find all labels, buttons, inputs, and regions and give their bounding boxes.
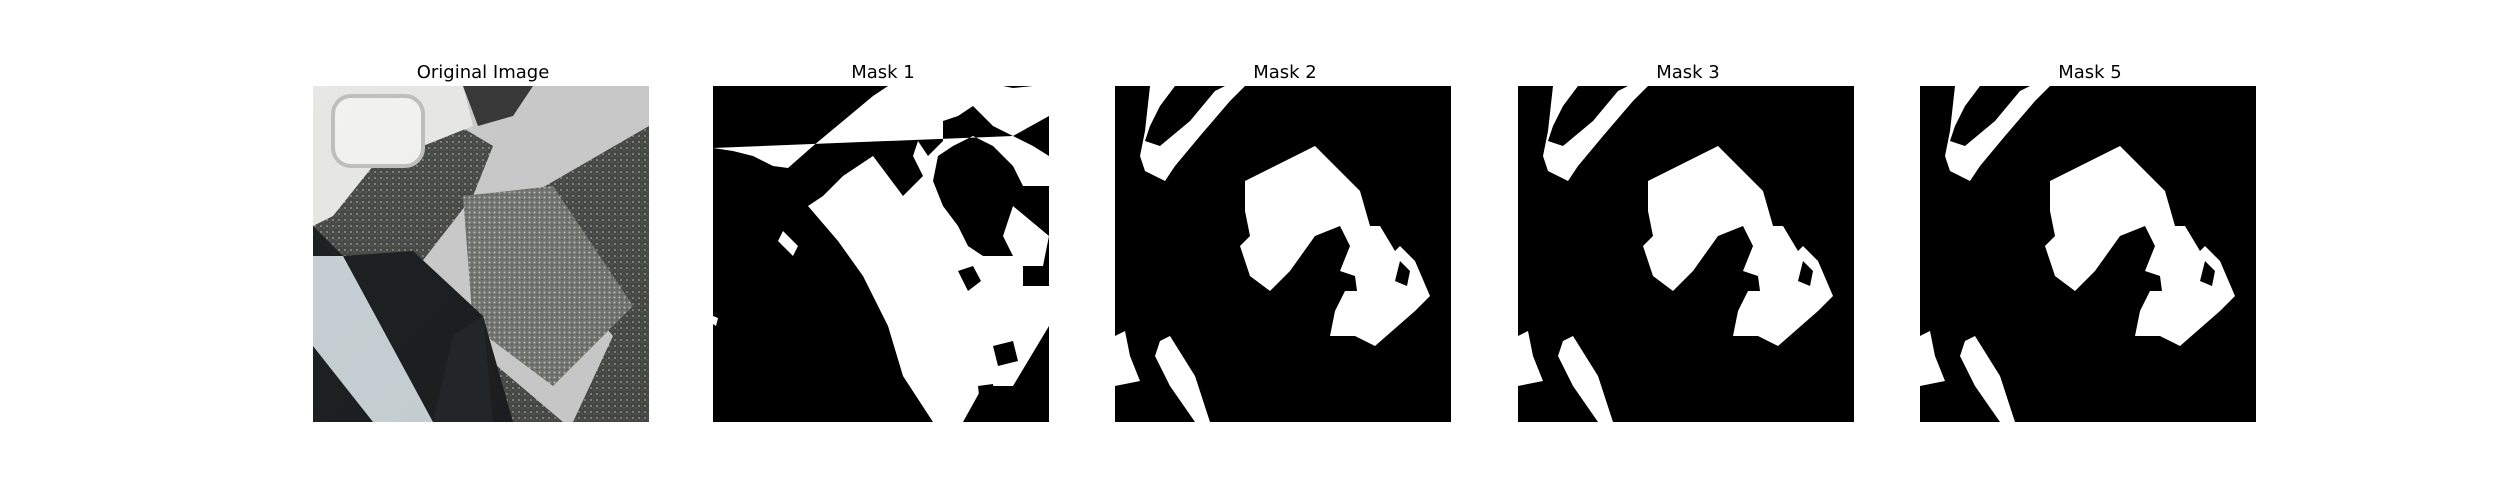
panel-mask-5: Mask 5	[1920, 60, 2260, 422]
mask-3-image	[1518, 86, 1854, 422]
panel-original-image: Original Image	[313, 60, 653, 422]
panel-title: Mask 2	[1253, 62, 1317, 83]
original-image	[313, 86, 649, 422]
panel-mask-1: Mask 1	[713, 60, 1053, 422]
mask-2-image	[1115, 86, 1451, 422]
panel-mask-3: Mask 3	[1518, 60, 1858, 422]
panel-title: Mask 1	[851, 62, 915, 83]
panel-title: Original Image	[416, 62, 550, 83]
panel-mask-2: Mask 2	[1115, 60, 1455, 422]
panel-title: Mask 3	[1656, 62, 1720, 83]
panel-title: Mask 5	[2058, 62, 2122, 83]
mask-1-image	[713, 86, 1049, 422]
mask-5-image	[1920, 86, 2256, 422]
